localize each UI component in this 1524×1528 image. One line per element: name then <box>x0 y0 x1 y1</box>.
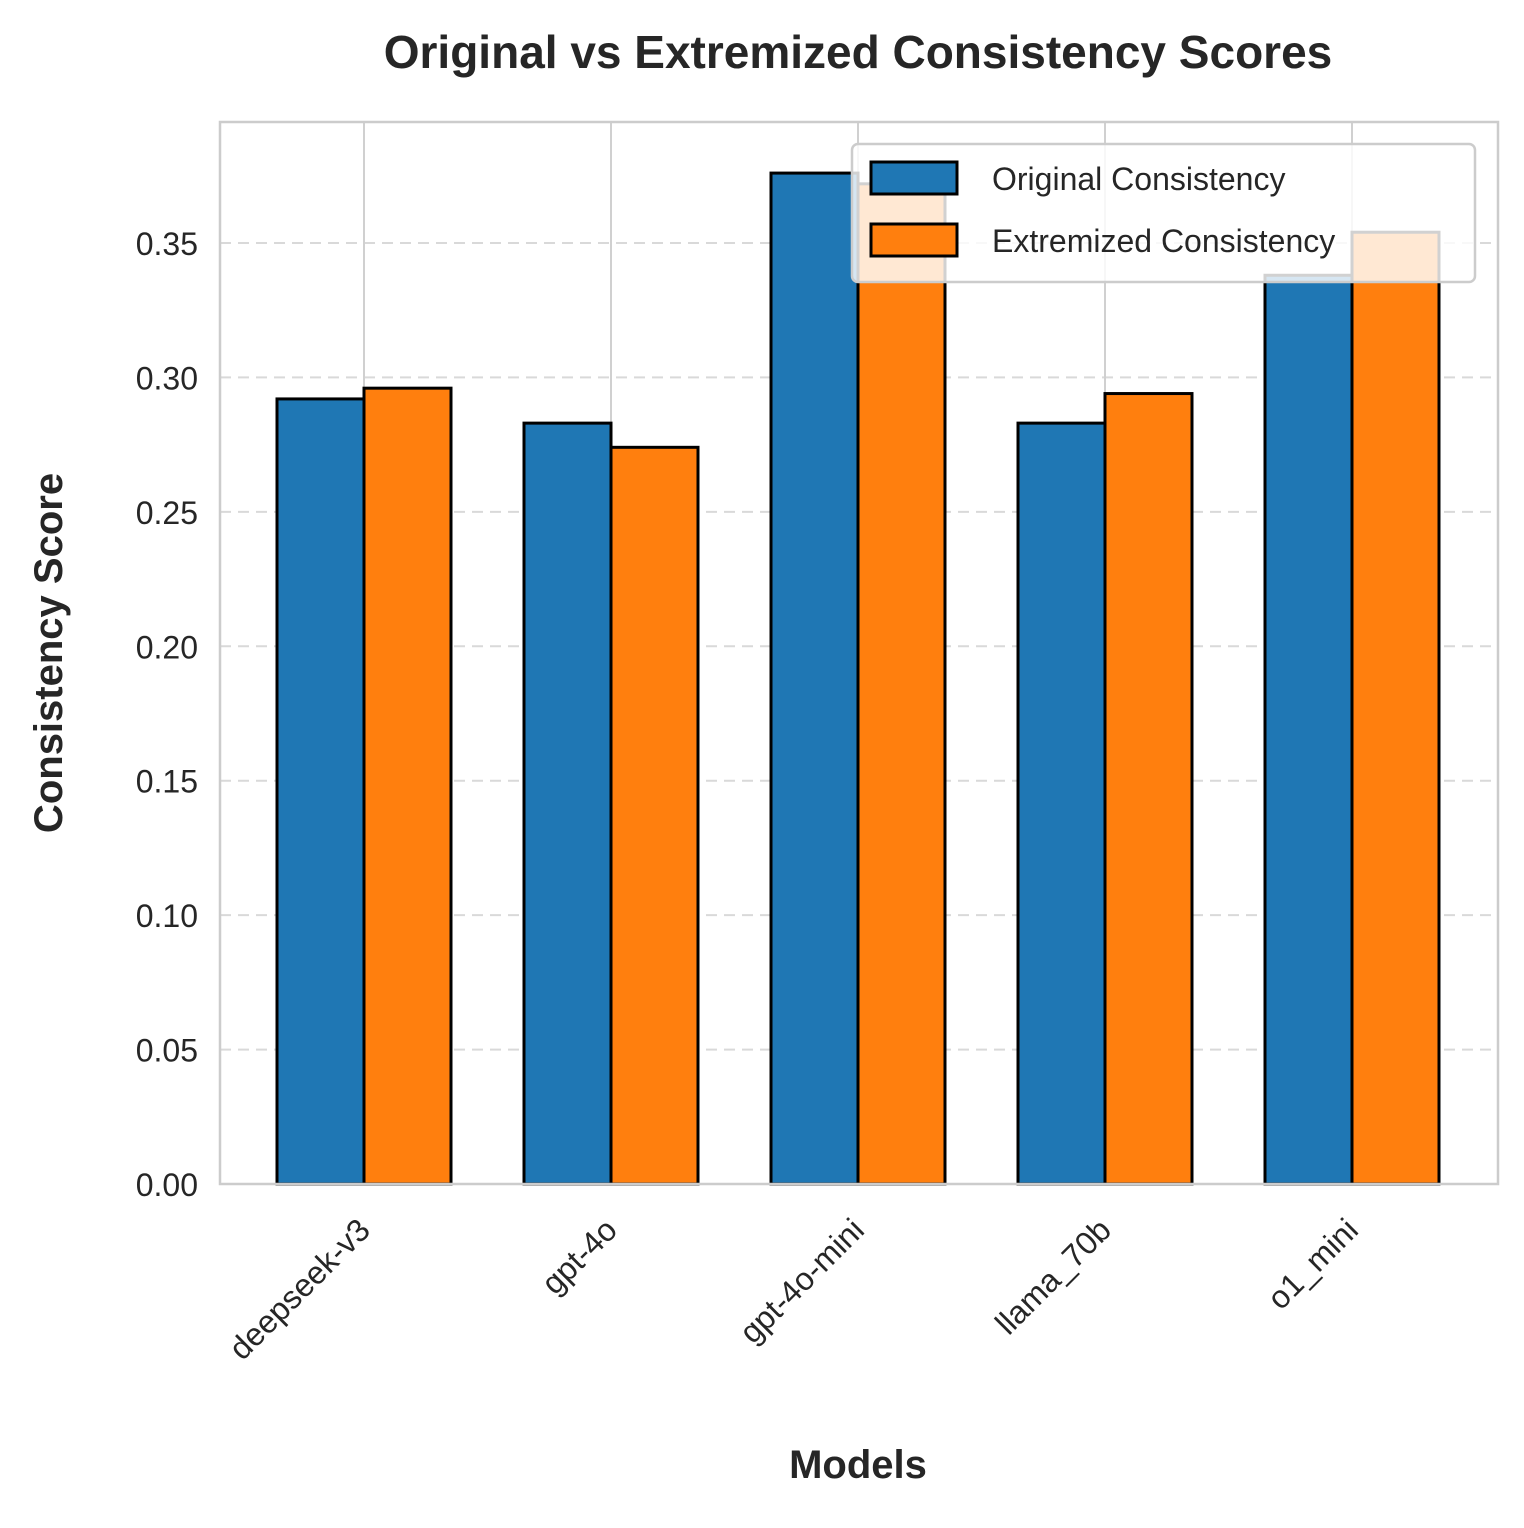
bars-layer <box>275 171 1441 1186</box>
bar-original-llama_70b <box>1016 421 1107 1186</box>
bar-original-o1_mini <box>1263 273 1354 1186</box>
bar-extremized-gpt-4o-mini <box>856 182 947 1186</box>
bar-extremized-deepseek-v3 <box>362 386 453 1186</box>
bar-original-deepseek-v3 <box>275 397 366 1186</box>
x-axis-ticks: deepseek-v3 gpt-4o gpt-4o-mini llama_70b o1_… <box>222 1211 1365 1366</box>
y-tick-label: 0.00 <box>136 1167 198 1203</box>
y-axis-label: Consistency Score <box>27 473 71 833</box>
y-tick-label: 0.10 <box>136 898 198 934</box>
bar-original-gpt-4o <box>522 421 613 1186</box>
bar-extremized-o1_mini <box>1350 230 1441 1186</box>
y-tick-label: 0.15 <box>136 764 198 800</box>
y-axis-ticks: 0.00 0.05 0.10 0.15 0.20 0.25 0.30 0.35 <box>136 226 198 1203</box>
legend: Original Consistency Extremized Consisten… <box>850 142 1477 284</box>
y-tick-label: 0.30 <box>136 360 198 396</box>
y-tick-label: 0.20 <box>136 629 198 665</box>
y-tick-label: 0.05 <box>136 1033 198 1069</box>
legend-swatch-original <box>869 160 959 196</box>
bar-extremized-gpt-4o <box>609 445 700 1186</box>
y-tick-label: 0.25 <box>136 495 198 531</box>
bar-original-gpt-4o-mini <box>769 171 860 1186</box>
x-tick-label: llama_70b <box>988 1211 1118 1341</box>
bar-extremized-llama_70b <box>1103 392 1194 1186</box>
legend-frame <box>850 142 1477 284</box>
x-tick-label: o1_mini <box>1260 1211 1365 1316</box>
plot-frame <box>218 120 1500 1186</box>
legend-label-extremized: Extremized Consistency <box>992 223 1335 259</box>
x-tick-label: deepseek-v3 <box>222 1211 377 1366</box>
chart-title: Original vs Extremized Consistency Score… <box>384 26 1332 78</box>
legend-swatch-extremized <box>869 222 959 258</box>
y-tick-label: 0.35 <box>136 226 198 262</box>
legend-label-original: Original Consistency <box>992 161 1285 197</box>
x-axis-label: Models <box>789 1443 927 1487</box>
x-tick-label: gpt-4o-mini <box>732 1211 871 1350</box>
x-tick-label: gpt-4o <box>534 1211 624 1301</box>
